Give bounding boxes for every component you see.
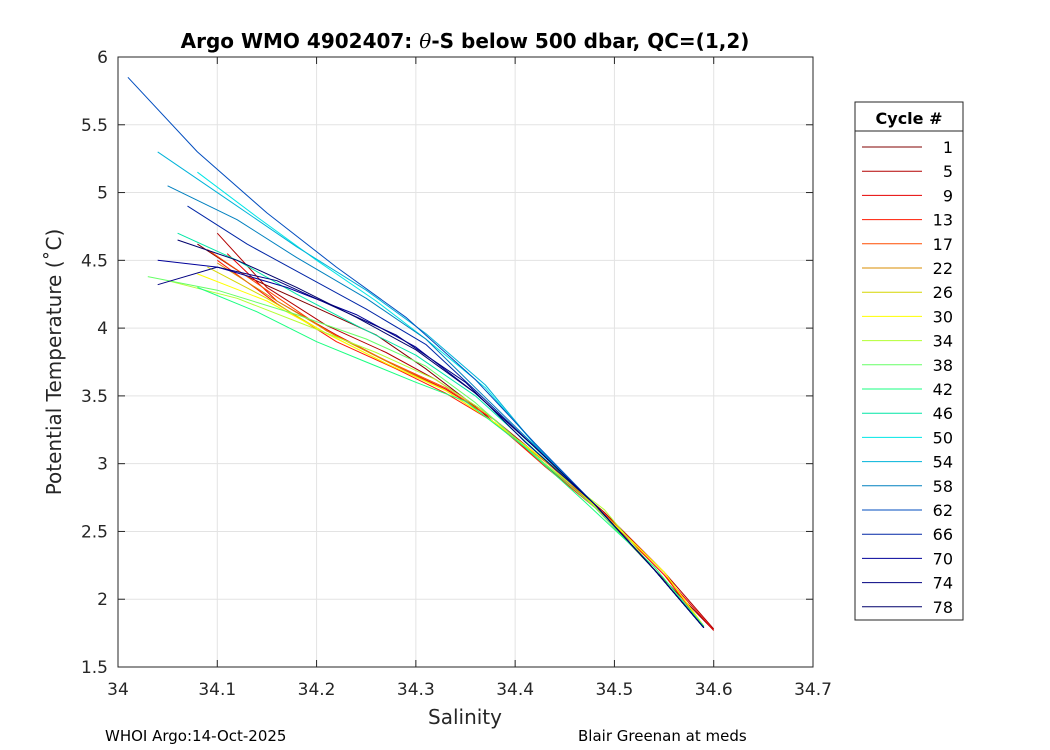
y-tick-label: 4.5 <box>81 251 108 271</box>
plot-background <box>118 57 813 667</box>
legend-label-46: 46 <box>933 404 953 423</box>
y-tick-label: 3 <box>97 455 108 475</box>
x-tick-label: 34.3 <box>397 680 435 700</box>
legend-label-30: 30 <box>933 307 953 326</box>
legend: Cycle # 1 5 9 13 17 22 26 30 34 38 42 46 50 54 58 62 66 7… <box>854 101 964 621</box>
legend-label-78: 78 <box>933 598 953 617</box>
series-line-cycle-78 <box>177 239 705 629</box>
chart-title-prefix: Argo WMO 4902407: <box>181 29 420 53</box>
series-line-cycle-30 <box>197 273 705 627</box>
x-axis-label: Salinity <box>428 705 502 729</box>
series-group <box>127 76 715 631</box>
x-tick-label: 34.4 <box>496 680 534 700</box>
chart-title-theta: θ <box>419 29 431 53</box>
legend-label-42: 42 <box>933 380 953 399</box>
y-tick-label: 5 <box>97 184 108 204</box>
legend-label-58: 58 <box>933 477 953 496</box>
x-tick-label: 34.7 <box>794 680 832 700</box>
x-tick-labels: 34 34.1 34.2 34.3 34.4 34.5 34.6 34.7 <box>107 680 832 700</box>
footer-right: Blair Greenan at meds <box>578 727 747 745</box>
series-line-cycle-34 <box>167 280 705 627</box>
y-tick-labels: 1.5 2 2.5 3 3.5 4 4.5 5 5.5 6 <box>81 48 108 678</box>
plot-area <box>117 56 814 668</box>
y-tick-label: 2.5 <box>81 522 108 542</box>
series-line-cycle-17 <box>207 249 705 627</box>
legend-label-9: 9 <box>943 186 953 205</box>
legend-label-34: 34 <box>933 332 953 351</box>
plot-frame <box>117 56 814 668</box>
legend-label-54: 54 <box>933 453 953 472</box>
legend-label-50: 50 <box>933 428 953 447</box>
legend-title: Cycle # <box>876 109 943 128</box>
y-tick-label: 1.5 <box>81 658 108 678</box>
legend-label-70: 70 <box>933 549 953 568</box>
x-tick-label: 34.2 <box>298 680 336 700</box>
y-axis-label: Potential Temperature (˚C) <box>42 229 66 496</box>
axis-ticks <box>117 56 814 668</box>
x-tick-label: 34.1 <box>198 680 236 700</box>
chart-title: Argo WMO 4902407: θ-S below 500 dbar, QC… <box>181 29 750 53</box>
legend-label-13: 13 <box>933 211 953 230</box>
footer-left: WHOI Argo:14-Oct-2025 <box>105 727 286 745</box>
y-tick-label: 3.5 <box>81 387 108 407</box>
legend-label-74: 74 <box>933 574 953 593</box>
y-tick-label: 2 <box>97 590 108 610</box>
legend-label-17: 17 <box>933 235 953 254</box>
x-tick-label: 34.6 <box>695 680 733 700</box>
legend-label-5: 5 <box>943 162 953 181</box>
legend-label-26: 26 <box>933 283 953 302</box>
series-line-cycle-42 <box>197 286 705 627</box>
legend-label-38: 38 <box>933 356 953 375</box>
y-tick-label: 6 <box>97 48 108 68</box>
legend-label-1: 1 <box>943 138 953 157</box>
legend-label-22: 22 <box>933 259 953 278</box>
y-tick-label: 4 <box>97 319 108 339</box>
x-tick-label: 34.5 <box>595 680 633 700</box>
chart-title-suffix: -S below 500 dbar, QC=(1,2) <box>431 29 749 53</box>
legend-label-66: 66 <box>933 525 953 544</box>
legend-box <box>854 101 964 621</box>
legend-entries: 1 5 9 13 17 22 26 30 34 38 42 46 50 54 58 62 66 70 74 78 <box>862 138 953 617</box>
legend-label-62: 62 <box>933 501 953 520</box>
y-tick-label: 5.5 <box>81 116 108 136</box>
x-tick-label: 34 <box>107 680 129 700</box>
